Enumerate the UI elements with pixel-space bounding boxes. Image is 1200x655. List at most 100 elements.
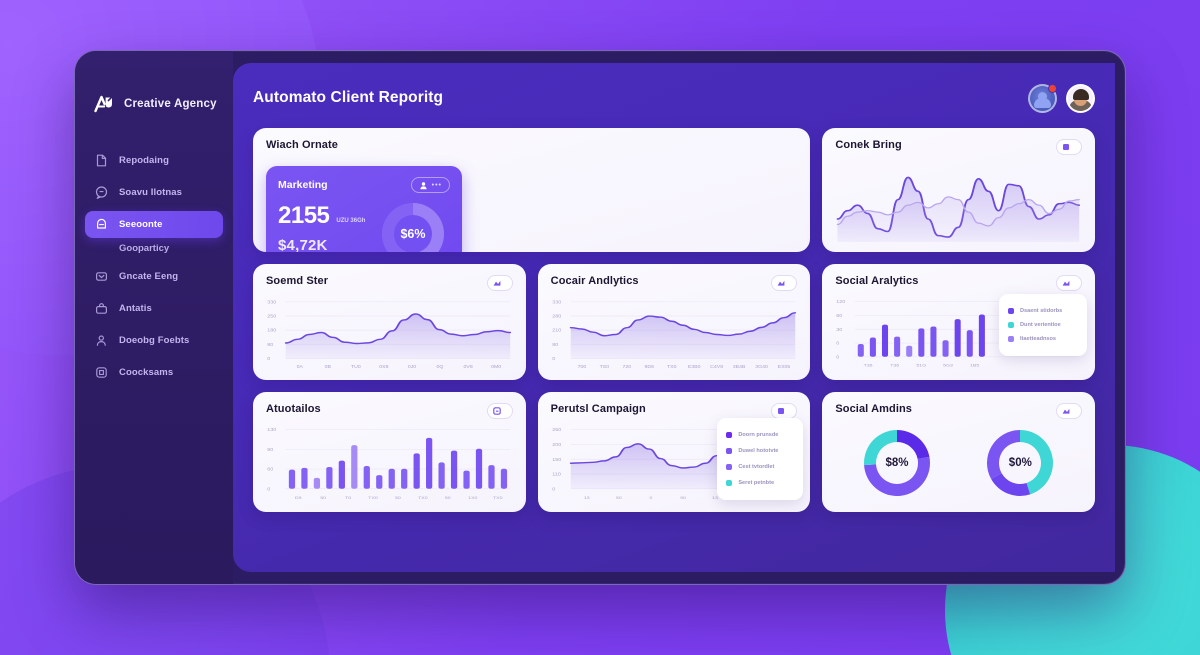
sidebar-item-label: Seeoonte <box>119 219 163 230</box>
legend-color-swatch <box>726 464 733 470</box>
sidebar-item-antatis[interactable]: Antatis <box>85 295 223 322</box>
svg-text:9D6: 9D6 <box>644 365 654 369</box>
svg-text:200: 200 <box>552 443 561 448</box>
legend-item: Seret petnbte <box>726 480 794 486</box>
sidebar-item-soavu-ilotnas[interactable]: Soavu Ilotnas <box>85 179 223 206</box>
card-title: Soemd Ster <box>266 275 329 287</box>
a-logo-icon <box>93 93 115 115</box>
card-soemd-ster: Soemd Ster 0 80 180 250 330 0A 0B TU0 0X8 0J0 0Q 0… <box>253 264 526 380</box>
svg-text:3B4B: 3B4B <box>732 365 745 369</box>
soemd-area-chart: 0 80 180 250 330 0A 0B TU0 0X8 0J0 0Q 0V8 0M0 <box>266 296 513 372</box>
card-header: Conek Bring <box>835 139 1082 155</box>
marketing-header: Marketing ••• <box>278 177 450 193</box>
svg-text:80: 80 <box>267 342 273 347</box>
svg-text:90: 90 <box>680 496 686 500</box>
legend-item: Dsaent stidorbs <box>1007 308 1078 314</box>
svg-text:T36: T36 <box>864 363 873 367</box>
svg-text:0J0: 0J0 <box>408 365 417 369</box>
export-icon <box>492 407 501 415</box>
marketing-sub-value: $4,72K <box>278 237 328 252</box>
card-cocair-analytics: Cocair Andlytics 0 80 210 280 330 700 TS0 720 9… <box>537 264 811 380</box>
svg-text:280: 280 <box>552 314 561 319</box>
svg-text:50: 50 <box>445 496 451 500</box>
conek-line-chart <box>835 160 1082 244</box>
sidebar-item-label: Soavu Ilotnas <box>119 187 183 198</box>
svg-text:E3B0: E3B0 <box>688 365 701 369</box>
svg-text:150: 150 <box>552 457 561 462</box>
legend-label: Cest tvtordlet <box>738 464 775 470</box>
bell-icon <box>94 217 109 232</box>
legend-item: Duwel hototvte <box>726 448 794 454</box>
sidebar-item-doeobg-foebts[interactable]: Doeobg Foebts <box>85 327 223 354</box>
legend-label: Doorn prunsde <box>738 432 779 438</box>
legend-label: Seret petnbte <box>738 480 775 486</box>
chat-bubble-icon <box>94 185 109 200</box>
legend-color-swatch <box>1007 322 1014 328</box>
card-title: Wiach Ornate <box>266 139 339 151</box>
notifications-avatar[interactable] <box>1028 83 1057 113</box>
sidebar-subitem-gooparticy[interactable]: Gooparticy <box>119 243 170 254</box>
card-header: Social Aralytics <box>835 275 1082 291</box>
card-title: Perutsl Campaign <box>550 403 646 415</box>
svg-text:90: 90 <box>267 447 273 452</box>
export-button[interactable] <box>1055 403 1082 419</box>
sidebar-item-label: Antatis <box>119 303 152 314</box>
sidebar-item-label: Coocksams <box>119 367 174 378</box>
legend-item: Itaetteadnsos <box>1007 336 1078 342</box>
atuotailos-bar-chart: 0 60 90 130 D9 50 T0 TX0 50 TX0 50 1X0 TX0 <box>266 424 513 504</box>
svg-text:330: 330 <box>267 300 276 305</box>
marketing-donut-chart: $6% <box>376 197 450 252</box>
svg-text:120: 120 <box>837 300 846 305</box>
sidebar-item-label: Repodaing <box>119 155 169 166</box>
sidebar-item-seeoonte[interactable]: Seeoonte <box>85 211 223 238</box>
card-header: Atuotailos <box>266 403 513 419</box>
card-atuotailos: Atuotailos 0 60 90 130 D9 50 T0 TX0 50 TX0 50 1X0 T… <box>253 392 526 512</box>
app-window: Creative Agency Repodaing Soavu Ilotnas … <box>74 50 1126 585</box>
brand[interactable]: Creative Agency <box>75 89 233 119</box>
briefcase-icon <box>94 301 109 316</box>
svg-text:180: 180 <box>267 328 276 333</box>
export-icon <box>777 407 785 415</box>
legend-color-swatch <box>726 432 733 438</box>
svg-text:D9: D9 <box>295 496 302 500</box>
export-button[interactable] <box>771 403 798 419</box>
svg-text:210: 210 <box>552 328 561 333</box>
svg-text:0: 0 <box>649 496 652 500</box>
card-header: Wiach Ornate <box>266 139 799 151</box>
sidebar-item-repodaing[interactable]: Repodaing <box>85 147 223 174</box>
svg-text:0A: 0A <box>297 365 304 369</box>
svg-text:0X8: 0X8 <box>379 365 389 369</box>
legend-item: Doorn prunsde <box>726 432 794 438</box>
svg-text:0: 0 <box>837 355 840 360</box>
sidebar-item-gncate-eeng[interactable]: Gncate Eeng <box>85 263 223 290</box>
marketing-stats: 2155 UZU 36Gh $4,72K <box>278 204 450 253</box>
marketing-menu-button[interactable]: ••• <box>410 177 450 193</box>
watch-chart-section: Wiach Ornate 330 280 200 100 0 0406080U0… <box>266 139 799 156</box>
svg-text:C4V8: C4V8 <box>710 365 723 369</box>
svg-text:60: 60 <box>837 314 843 319</box>
export-button[interactable] <box>486 275 513 291</box>
sidebar-item-label: Doeobg Foebts <box>119 335 190 346</box>
sidebar-item-coocksams[interactable]: Coocksams <box>85 359 223 386</box>
svg-text:50: 50 <box>616 496 622 500</box>
export-button[interactable] <box>771 275 798 291</box>
user-avatar[interactable] <box>1066 83 1095 113</box>
legend-item: Cest tvtordlet <box>726 464 794 470</box>
svg-text:T0: T0 <box>345 496 352 500</box>
card-header: Soemd Ster <box>266 275 513 291</box>
svg-text:TU0: TU0 <box>351 365 361 369</box>
svg-text:0M0: 0M0 <box>491 365 502 369</box>
export-button[interactable] <box>1055 139 1082 155</box>
svg-text:0: 0 <box>552 356 555 361</box>
export-button[interactable] <box>486 403 513 419</box>
svg-text:80: 80 <box>552 342 558 347</box>
svg-text:51G: 51G <box>917 363 927 367</box>
main-content: Automato Client Reporitg <box>233 63 1115 572</box>
person-icon <box>419 181 428 190</box>
card-perutsl-campaign: Perutsl Campaign 0 110 150 200 250 13 50 0 90 13… <box>537 392 811 512</box>
svg-text:60: 60 <box>267 467 273 472</box>
export-button[interactable] <box>1055 275 1082 291</box>
marketing-menu-dots: ••• <box>431 181 442 189</box>
donut-center-label: $0% <box>1008 456 1032 469</box>
svg-text:5G3: 5G3 <box>943 363 953 367</box>
